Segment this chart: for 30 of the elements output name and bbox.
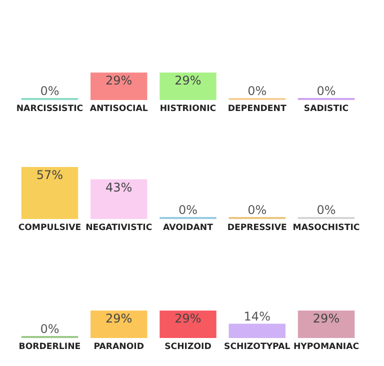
- x-tick-label: NEGATIVISTIC: [86, 223, 152, 233]
- x-tick-label: ANTISOCIAL: [90, 104, 148, 114]
- data-label: 29%: [312, 312, 340, 326]
- data-label: 0%: [316, 203, 336, 217]
- x-tick-label: PARANOID: [94, 342, 144, 352]
- data-label: 0%: [40, 322, 60, 336]
- data-label: 0%: [178, 203, 198, 217]
- data-label: 0%: [316, 84, 336, 98]
- x-tick-label: DEPRESSIVE: [227, 223, 288, 233]
- data-label: 43%: [106, 180, 132, 194]
- x-tick-label: SCHIZOTYPAL: [224, 342, 291, 352]
- x-tick-label: SADISTIC: [304, 104, 349, 114]
- data-label: 29%: [174, 74, 202, 88]
- x-tick-label: HYPOMANIAC: [293, 342, 360, 352]
- data-label: 0%: [248, 84, 267, 98]
- data-label: 14%: [244, 310, 270, 324]
- data-label: 29%: [106, 312, 132, 326]
- data-label: 29%: [174, 312, 202, 326]
- x-tick-label: AVOIDANT: [163, 223, 214, 233]
- x-tick-label: BORDERLINE: [18, 342, 81, 352]
- x-tick-label: MASOCHISTIC: [292, 223, 360, 233]
- data-label: 29%: [106, 74, 132, 88]
- x-tick-label: SCHIZOID: [164, 342, 212, 352]
- x-tick-label: NARCISSISTIC: [16, 104, 84, 114]
- x-tick-label: HISTRIONIC: [160, 104, 216, 114]
- x-tick-label: COMPULSIVE: [18, 223, 82, 233]
- data-label: 0%: [40, 84, 60, 98]
- data-label: 0%: [248, 203, 267, 217]
- x-tick-label: DEPENDENT: [228, 104, 286, 114]
- data-label: 57%: [36, 168, 64, 182]
